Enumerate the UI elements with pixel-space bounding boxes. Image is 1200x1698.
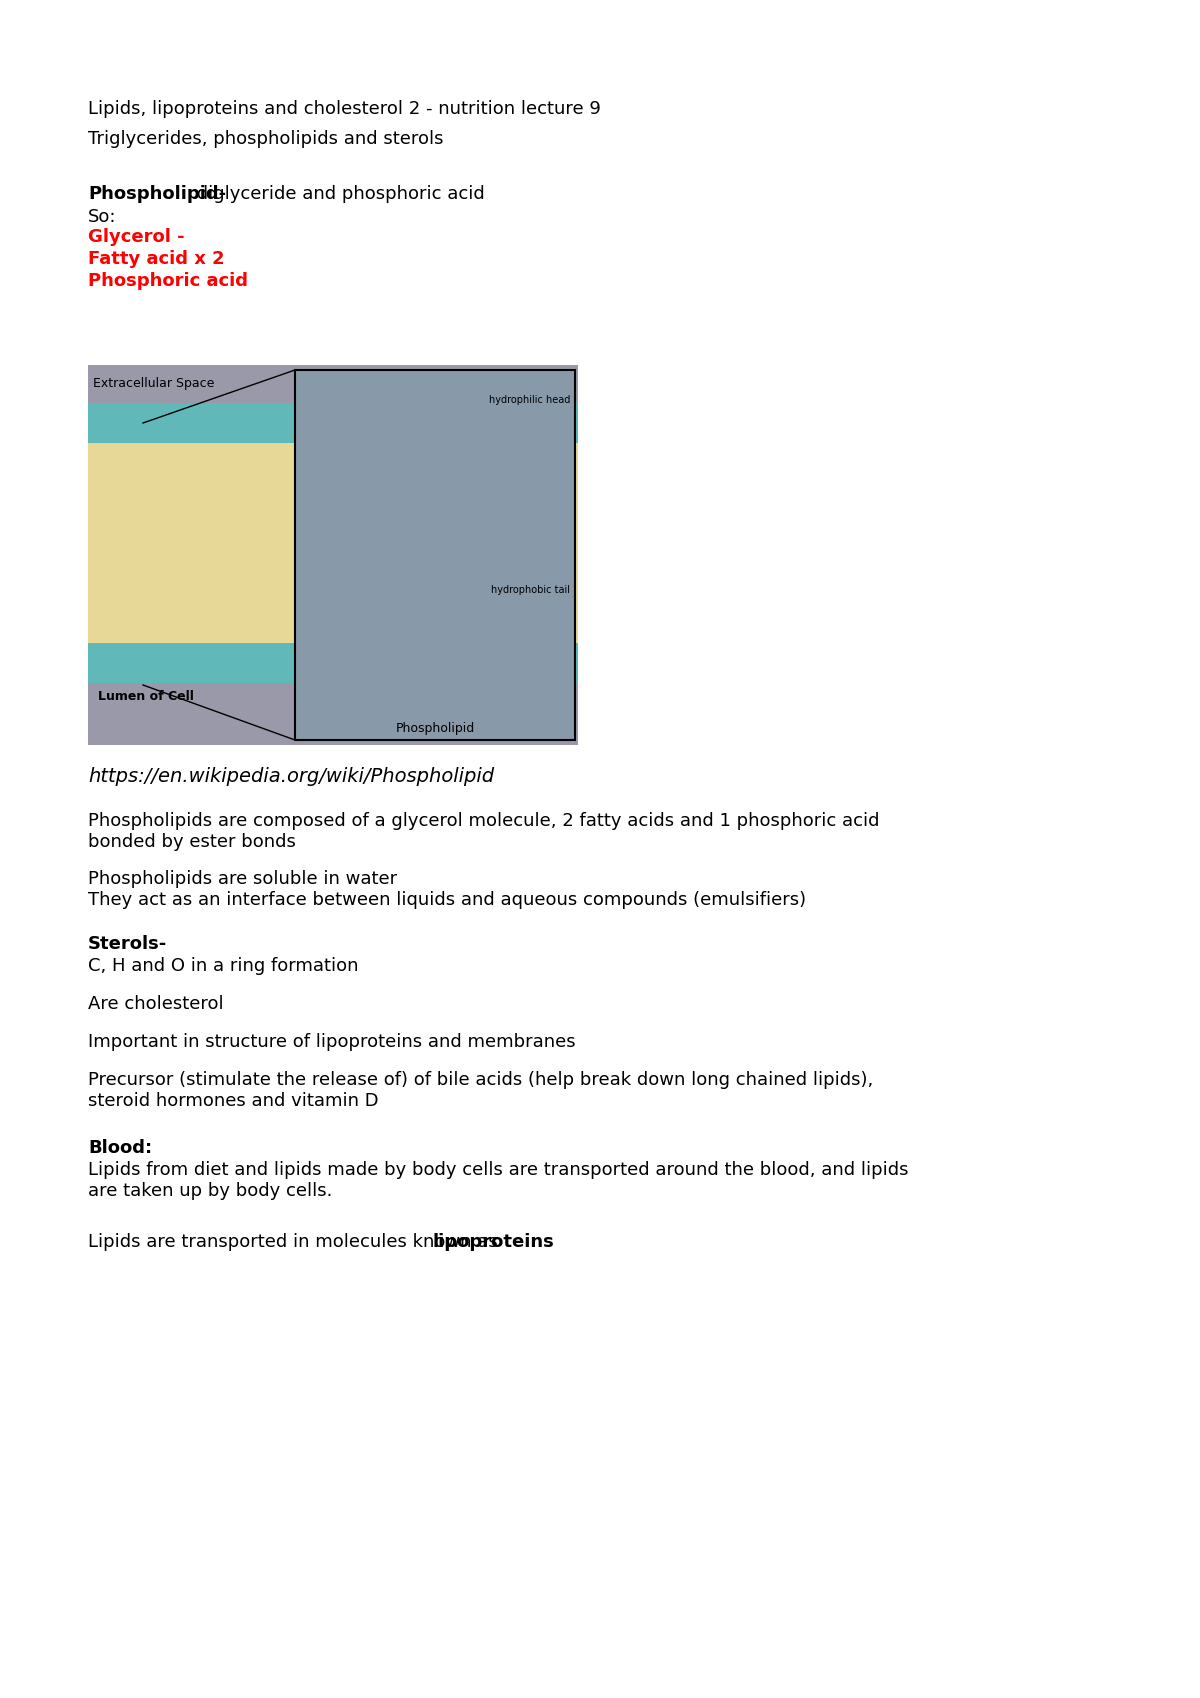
Bar (88, 402, 578, 443)
Text: Triglycerides, phospholipids and sterols: Triglycerides, phospholipids and sterols (88, 131, 444, 148)
Bar (88, 365, 578, 745)
Text: Lipids, lipoproteins and cholesterol 2 - nutrition lecture 9: Lipids, lipoproteins and cholesterol 2 -… (88, 100, 601, 117)
Text: diglyceride and phosphoric acid: diglyceride and phosphoric acid (191, 185, 485, 204)
Text: C, H and O in a ring formation: C, H and O in a ring formation (88, 958, 359, 975)
Text: Are cholesterol: Are cholesterol (88, 995, 223, 1014)
Text: Glycerol -: Glycerol - (88, 228, 185, 246)
Text: Extracellular Space: Extracellular Space (94, 377, 215, 391)
Text: hydrophobic tail: hydrophobic tail (491, 586, 570, 594)
Text: Lipids are transported in molecules known as: Lipids are transported in molecules know… (88, 1233, 504, 1251)
Text: Blood:: Blood: (88, 1139, 152, 1156)
Text: Fatty acid x 2: Fatty acid x 2 (88, 250, 224, 268)
Bar (88, 644, 578, 683)
Text: Lumen of Cell: Lumen of Cell (98, 689, 194, 703)
Bar (295, 370, 575, 740)
Text: Lipids from diet and lipids made by body cells are transported around the blood,: Lipids from diet and lipids made by body… (88, 1161, 908, 1200)
Text: Phospholipid-: Phospholipid- (88, 185, 226, 204)
Bar (88, 443, 578, 644)
Text: lipoproteins: lipoproteins (433, 1233, 554, 1251)
Text: Precursor (stimulate the release of) of bile acids (help break down long chained: Precursor (stimulate the release of) of … (88, 1071, 874, 1110)
Text: https://en.wikipedia.org/wiki/Phospholipid: https://en.wikipedia.org/wiki/Phospholip… (88, 767, 494, 786)
Text: Sterols-: Sterols- (88, 936, 167, 953)
Text: Important in structure of lipoproteins and membranes: Important in structure of lipoproteins a… (88, 1032, 576, 1051)
Text: Phospholipids are composed of a glycerol molecule, 2 fatty acids and 1 phosphori: Phospholipids are composed of a glycerol… (88, 812, 880, 851)
Text: Phospholipid: Phospholipid (395, 722, 475, 735)
Text: So:: So: (88, 207, 116, 226)
Text: hydrophilic head: hydrophilic head (488, 396, 570, 406)
Text: Phospholipids are soluble in water
They act as an interface between liquids and : Phospholipids are soluble in water They … (88, 869, 806, 908)
Text: Phosphoric acid: Phosphoric acid (88, 272, 248, 290)
